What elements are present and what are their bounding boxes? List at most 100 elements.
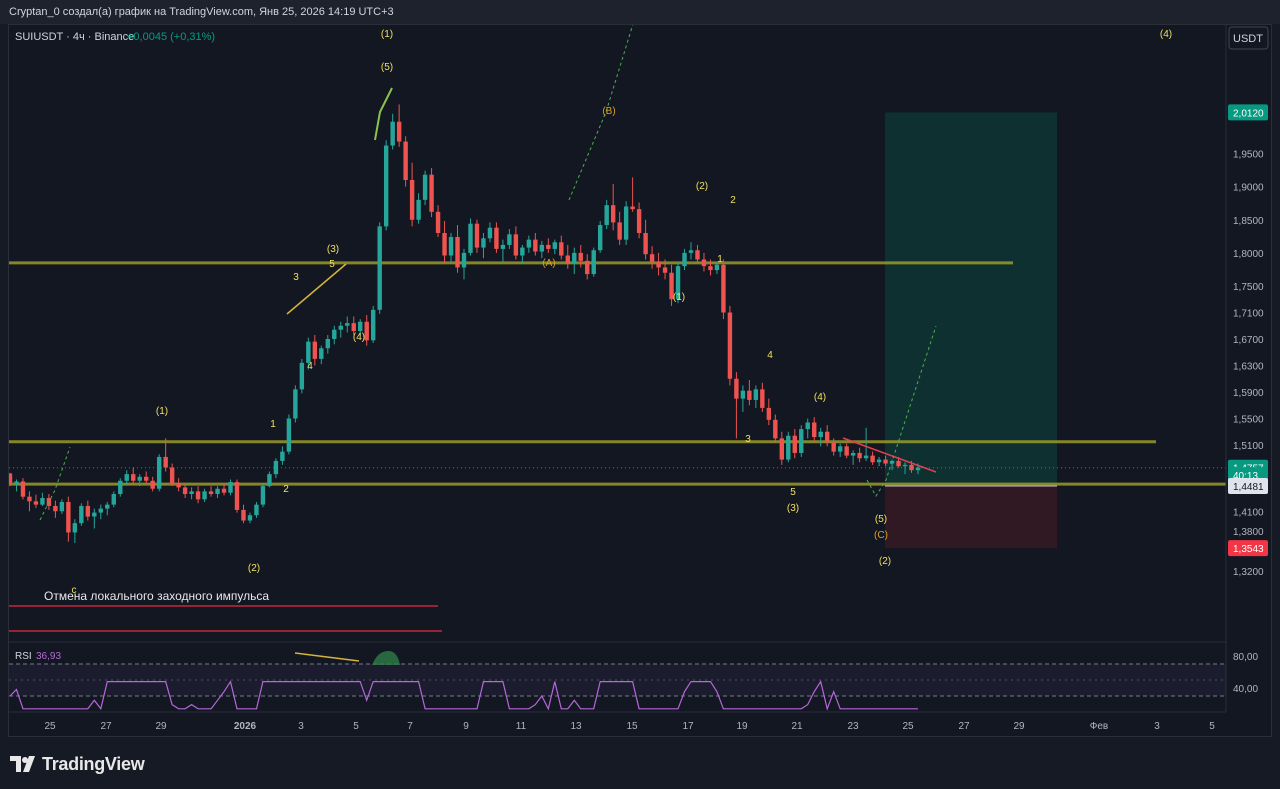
price-tick: 1,7500 — [1233, 282, 1264, 293]
candle-body — [779, 438, 784, 460]
time-tick: 17 — [682, 721, 694, 732]
wave-label: c — [72, 585, 77, 596]
wave-label: 5 — [329, 259, 335, 270]
candle-body — [118, 480, 123, 495]
candle-body — [837, 446, 843, 452]
candle-body — [150, 480, 155, 489]
candle-body — [585, 260, 590, 275]
candle-body — [72, 523, 78, 533]
time-tick: 19 — [736, 721, 748, 732]
candle-body — [131, 474, 136, 481]
candle-body — [552, 242, 557, 249]
candle-body — [20, 481, 26, 497]
price-change: +0,0045 (+0,31%) — [127, 31, 215, 43]
candle-body — [572, 252, 577, 264]
price-label: 1,3543 — [1233, 544, 1264, 555]
price-tick: 1,9500 — [1233, 150, 1264, 161]
candle-body — [902, 464, 908, 467]
candle-body — [396, 121, 402, 142]
candle-body — [786, 435, 791, 460]
candle-body — [228, 482, 233, 493]
time-tick: 25 — [44, 721, 56, 732]
candle-body — [312, 341, 318, 359]
candle-body — [643, 233, 648, 255]
candle-body — [455, 236, 460, 268]
wave-label: 2 — [283, 484, 289, 495]
candle-body — [533, 239, 538, 252]
candle-body — [610, 205, 616, 223]
stop-zone — [885, 486, 1057, 549]
price-tick: 1,5100 — [1233, 441, 1264, 452]
candle-body — [98, 508, 103, 513]
rsi-line — [9, 680, 918, 711]
chart-frame[interactable] — [8, 24, 1272, 737]
candle-body — [241, 509, 246, 521]
price-tick: 1,7100 — [1233, 309, 1264, 320]
price-label-box — [1228, 540, 1268, 557]
time-tick: 5 — [353, 721, 359, 732]
price-tick: 1,9000 — [1233, 183, 1264, 194]
time-tick: 27 — [100, 721, 112, 732]
candle-body — [526, 239, 532, 248]
candle-body — [33, 501, 39, 505]
candle-body — [14, 481, 19, 484]
tradingview-logo[interactable]: TradingView — [10, 754, 145, 775]
wave-label: (B) — [602, 106, 615, 117]
candle-body — [53, 505, 58, 512]
currency-button[interactable]: USDT — [1228, 26, 1269, 50]
time-tick: Фев — [1090, 721, 1108, 732]
candle-body — [9, 473, 13, 484]
candle-body — [273, 460, 279, 475]
price-label-box — [1228, 104, 1268, 121]
candle-body — [306, 341, 311, 363]
candle-body — [623, 206, 629, 240]
candle-body — [163, 456, 168, 468]
candle-body — [617, 222, 622, 240]
price-label: 1,4481 — [1233, 482, 1264, 493]
time-tick: 11 — [516, 721, 527, 732]
wave-label: 1 — [717, 254, 723, 265]
candle-body — [876, 459, 882, 463]
candle-body — [319, 348, 324, 359]
candle-body — [539, 244, 545, 252]
wave-label: (3) — [787, 503, 799, 514]
candle-body — [111, 494, 116, 505]
wave-label: (2) — [879, 556, 891, 567]
price-tick: 1,8500 — [1233, 216, 1264, 227]
price-tick: 1,5500 — [1233, 415, 1264, 426]
time-tick: 3 — [298, 721, 304, 732]
candle-body — [649, 254, 655, 263]
symbol-legend: SUIUSDT · 4ч · Binance +0,0045 (+0,31%) — [15, 31, 215, 43]
time-tick: 3 — [1154, 721, 1160, 732]
candle-body — [435, 211, 441, 233]
candle-body — [896, 460, 901, 467]
candle-body — [753, 389, 759, 400]
candle-body — [461, 252, 467, 268]
candle-body — [520, 247, 525, 256]
candle-body — [79, 505, 84, 524]
candle-body — [513, 234, 519, 256]
projection-path — [568, 25, 634, 201]
candle-body — [156, 456, 162, 489]
candle-body — [630, 206, 635, 210]
candle-body — [383, 145, 389, 227]
candle-body — [403, 141, 408, 180]
candle-body — [105, 504, 110, 509]
candle-body — [831, 442, 836, 452]
wave-label: 5 — [790, 487, 796, 498]
candle-body — [429, 174, 434, 212]
candle-body — [260, 486, 266, 505]
chart-svg[interactable]: (1)(5)(4)(B)(A)(2)21(1)(3)35(4)412(1)(2)… — [0, 0, 1280, 740]
candle-body — [27, 496, 32, 502]
target-zone — [885, 112, 1057, 487]
candle-body — [721, 264, 726, 313]
candle-body — [422, 174, 428, 200]
candle-body — [409, 180, 415, 220]
candle-body — [234, 482, 240, 510]
candle-body — [189, 491, 194, 495]
candle-body — [474, 223, 480, 248]
candle-body — [701, 259, 707, 267]
wave-label: (5) — [381, 62, 393, 73]
candle-body — [176, 483, 181, 488]
candle-body — [688, 250, 694, 253]
